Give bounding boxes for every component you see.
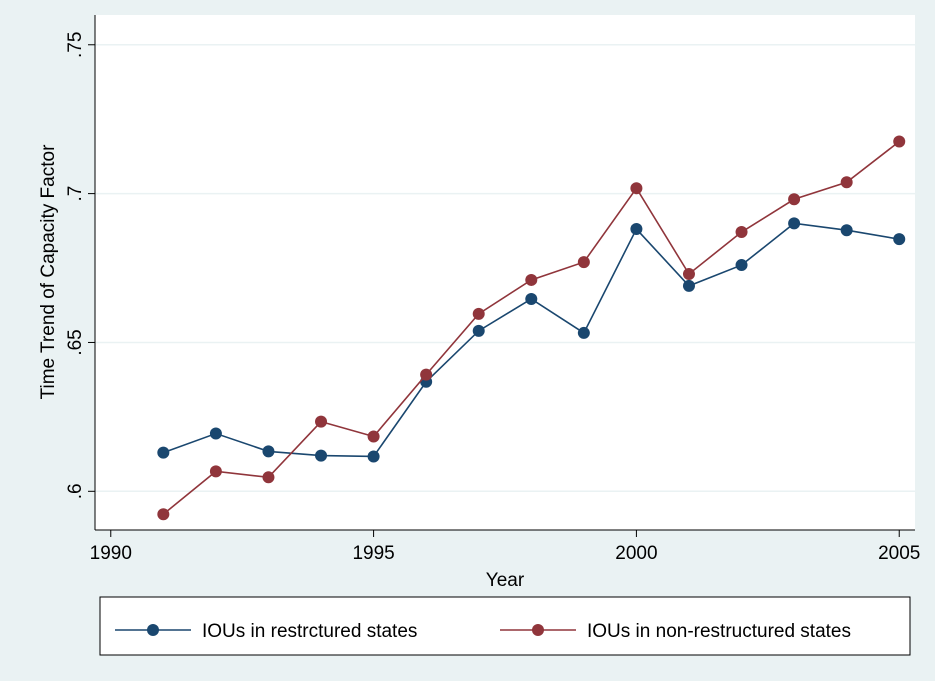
x-tick-label: 1995 [352, 543, 394, 564]
point [420, 368, 433, 381]
x-tick-label: 1990 [90, 543, 132, 564]
plot-area [95, 15, 915, 530]
y-tick-label: .75 [65, 32, 86, 58]
legend-marker [147, 624, 159, 636]
x-tick-label: 2005 [878, 543, 920, 564]
legend-marker [532, 624, 544, 636]
point [893, 233, 906, 246]
point [840, 224, 853, 237]
y-axis-title: Time Trend of Capacity Factor [38, 144, 59, 400]
x-axis-title: Year [486, 570, 525, 591]
point [630, 223, 643, 236]
point [682, 279, 695, 292]
point [209, 465, 222, 478]
y-tick-label: .7 [65, 186, 86, 202]
point [893, 135, 906, 148]
point [157, 508, 170, 521]
point [840, 176, 853, 189]
point [472, 307, 485, 320]
point [315, 415, 328, 428]
point [577, 326, 590, 339]
point [525, 273, 538, 286]
point [630, 182, 643, 195]
point [788, 217, 801, 230]
x-tick-label: 2000 [615, 543, 657, 564]
point [209, 427, 222, 440]
point [315, 449, 328, 462]
y-tick-label: .6 [65, 483, 86, 499]
point [472, 324, 485, 337]
point [735, 259, 748, 272]
y-tick-label: .65 [65, 329, 86, 355]
legend-label: IOUs in restrctured states [202, 621, 417, 642]
legend-box [99, 596, 911, 656]
point [788, 193, 801, 206]
point [262, 445, 275, 458]
legend-label: IOUs in non-restructured states [587, 621, 851, 642]
point [735, 226, 748, 239]
point [367, 430, 380, 443]
point [157, 446, 170, 459]
point [367, 450, 380, 463]
point [525, 292, 538, 305]
point [577, 256, 590, 269]
point [682, 267, 695, 280]
point [262, 471, 275, 484]
